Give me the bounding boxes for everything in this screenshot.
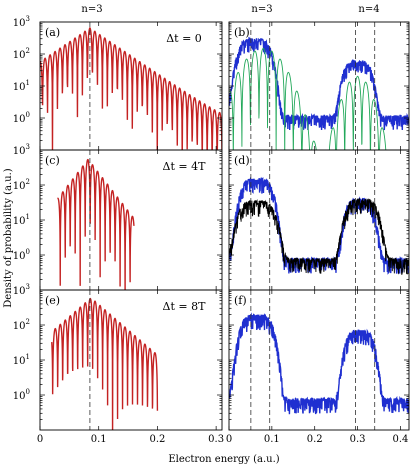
panel-d: (d): [228, 149, 410, 291]
panel-annotation: Δt = 0: [166, 32, 202, 45]
y-tick-label: 102: [13, 47, 30, 61]
x-tick-label: 0.4: [392, 434, 408, 445]
x-tick-label: 0.3: [208, 434, 224, 445]
top-marker-n3-right: n=3: [251, 4, 272, 15]
panels: 100 101 102 103 (a) Δt = 0 (b) 100 101 102 103 (c) Δ…: [13, 15, 410, 445]
y-tick-label: 102: [13, 318, 30, 332]
series-red-line: [51, 297, 159, 430]
panel-label: (d): [234, 154, 250, 167]
y-tick-label: 101: [13, 353, 30, 367]
panel-f: 0 0.1 0.2 0.3 0.4 (f): [226, 289, 410, 445]
panel-e: 0 0.1 0.2 0.3 100 101 102 103 (e) Δt = 8T: [13, 283, 224, 445]
panel-annotation: Δt = 8T: [163, 300, 207, 313]
panel-label: (c): [45, 154, 60, 167]
series-green-line: [229, 47, 387, 150]
x-axis-label: Electron energy (a.u.): [168, 454, 279, 465]
y-tick-label: 101: [13, 213, 30, 227]
series-blue-line: [229, 312, 409, 415]
x-tick-label: 0: [37, 434, 43, 445]
top-marker-n3-left: n=3: [81, 4, 102, 15]
series-blue-line: [229, 36, 409, 131]
x-tick-label: 0: [226, 434, 232, 445]
panel-label: (f): [234, 294, 247, 307]
y-axis-label: Density of probability (a.u.): [3, 168, 14, 308]
y-tick-label: 103: [13, 15, 30, 29]
y-tick-label: 103: [13, 143, 30, 157]
panel-label: (a): [45, 26, 60, 39]
series-red-line: [57, 158, 135, 290]
top-marker-n4: n=4: [358, 4, 379, 15]
panel-label: (b): [234, 26, 250, 39]
panel-annotation: Δt = 4T: [163, 160, 207, 173]
y-tick-label: 100: [13, 248, 30, 262]
panel-label: (e): [45, 294, 60, 307]
y-tick-label: 100: [13, 388, 30, 402]
series-red-line: [40, 26, 222, 150]
x-tick-label: 0.1: [264, 434, 280, 445]
panel-b: (b): [228, 21, 410, 151]
x-tick-label: 0.3: [350, 434, 366, 445]
x-tick-label: 0.1: [91, 434, 107, 445]
y-tick-label: 101: [13, 79, 30, 93]
x-tick-label: 0.2: [307, 434, 323, 445]
x-tick-label: 0.2: [149, 434, 165, 445]
panel-a: 100 101 102 103 (a) Δt = 0: [13, 15, 223, 151]
panel-c: 100 101 102 103 (c) Δt = 4T: [13, 143, 223, 291]
y-tick-label: 102: [13, 178, 30, 192]
y-tick-label: 103: [13, 283, 30, 297]
y-tick-label: 100: [13, 111, 30, 125]
series-black-line: [229, 197, 409, 276]
